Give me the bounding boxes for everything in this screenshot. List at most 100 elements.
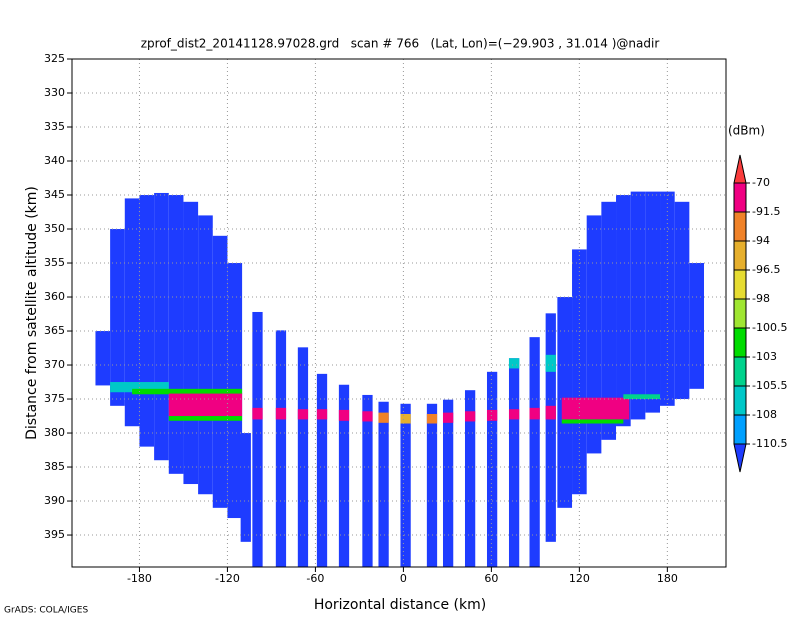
- field-cell: [378, 401, 389, 567]
- field-cell: [660, 191, 675, 406]
- x-tick-label: 180: [657, 572, 678, 585]
- field-cell: [212, 235, 228, 508]
- colorbar-box: [733, 327, 747, 358]
- x-axis-label: Horizontal distance (km): [314, 597, 486, 613]
- colorbar-label: -108: [752, 408, 777, 421]
- field-cell: [297, 347, 309, 567]
- colorbar-box: [733, 240, 747, 271]
- field-cell: [132, 388, 243, 395]
- y-tick-label: 325: [44, 52, 65, 65]
- y-tick-label: 335: [44, 120, 65, 133]
- field-cell: [154, 192, 169, 461]
- field-cell: [275, 330, 287, 567]
- field-cell: [586, 215, 602, 454]
- field-cell: [378, 412, 389, 423]
- field: [95, 191, 705, 567]
- field-cell: [183, 201, 199, 485]
- field-cell: [623, 394, 661, 400]
- field-cell: [168, 416, 243, 421]
- field-cell: [316, 373, 328, 567]
- field-cell: [601, 201, 617, 440]
- field-cell: [529, 337, 540, 567]
- field-cell: [442, 399, 454, 567]
- field-cell: [689, 263, 705, 389]
- y-tick-label: 350: [44, 222, 65, 235]
- colorbar-label: -110.5: [752, 437, 787, 450]
- field-cell: [338, 384, 350, 567]
- field-cell: [168, 393, 243, 417]
- y-tick-label: 395: [44, 528, 65, 541]
- colorbar-label: -91.5: [752, 205, 780, 218]
- footer: GrADS: COLA/IGES: [4, 606, 88, 616]
- field-cell: [674, 201, 690, 400]
- field-cell: [508, 409, 520, 420]
- field-cell: [616, 195, 631, 427]
- field-cell: [486, 371, 498, 567]
- field-cell: [400, 403, 411, 567]
- y-tick-label: 390: [44, 494, 65, 507]
- x-tick-label: -60: [306, 572, 324, 585]
- x-tick-label: 0: [400, 572, 407, 585]
- colorbar-label: -98: [752, 292, 770, 305]
- field-cell: [110, 229, 125, 406]
- y-tick-label: 385: [44, 460, 65, 473]
- colorbar-label: -96.5: [752, 263, 780, 276]
- colorbar-box: [733, 356, 747, 387]
- colorbar-bottom: [733, 443, 747, 473]
- colorbar-label: -100.5: [752, 321, 787, 334]
- x-tick-label: 60: [484, 572, 498, 585]
- field-cell: [316, 409, 328, 420]
- field-cell: [297, 409, 309, 420]
- field-cell: [464, 390, 476, 567]
- colorbar-box: [733, 414, 747, 445]
- field-cell: [508, 358, 520, 369]
- field-cell: [198, 215, 213, 495]
- field-cell: [240, 433, 251, 542]
- field-cell: [275, 407, 287, 420]
- field-cell: [508, 358, 520, 567]
- field-cell: [252, 407, 263, 420]
- chart-title: zprof_dist2_20141128.97028.grd scan # 76…: [141, 37, 660, 51]
- field-cell: [486, 409, 498, 421]
- field-cell: [124, 198, 140, 427]
- colorbar-box: [733, 211, 747, 242]
- colorbar-box: [733, 385, 747, 416]
- y-tick-label: 340: [44, 154, 65, 167]
- field-cell: [545, 354, 556, 372]
- y-axis-label: Distance from satellite altitude (km): [24, 186, 40, 440]
- x-tick-label: 120: [569, 572, 590, 585]
- field-cell: [252, 311, 263, 567]
- x-tick-label: -180: [127, 572, 152, 585]
- field-cell: [338, 409, 350, 421]
- field-cell: [426, 413, 438, 424]
- colorbar-label: -105.5: [752, 379, 787, 392]
- y-tick-label: 380: [44, 426, 65, 439]
- y-tick-label: 330: [44, 86, 65, 99]
- colorbar-box: [733, 269, 747, 300]
- field-cell: [139, 195, 155, 447]
- y-tick-label: 355: [44, 256, 65, 269]
- y-tick-label: 360: [44, 290, 65, 303]
- field-cell: [645, 191, 661, 413]
- colorbar-box: [733, 298, 747, 329]
- y-tick-label: 365: [44, 324, 65, 337]
- y-tick-label: 345: [44, 188, 65, 201]
- field-cell: [464, 411, 476, 422]
- field-cell: [362, 394, 373, 567]
- field-cell: [561, 419, 624, 424]
- colorbar-label: (dBm): [728, 124, 765, 138]
- x-tick-label: -120: [215, 572, 240, 585]
- field-cell: [362, 411, 373, 422]
- field-cell: [630, 191, 646, 420]
- colorbar-label: -103: [752, 350, 777, 363]
- colorbar-label: -94: [752, 234, 770, 247]
- y-tick-label: 370: [44, 358, 65, 371]
- field-cell: [561, 397, 630, 420]
- field-cell: [529, 407, 540, 420]
- field-cell: [95, 331, 111, 386]
- field-cell: [426, 403, 438, 567]
- field-cell: [168, 195, 184, 474]
- colorbar-box: [733, 182, 747, 213]
- y-tick-label: 375: [44, 392, 65, 405]
